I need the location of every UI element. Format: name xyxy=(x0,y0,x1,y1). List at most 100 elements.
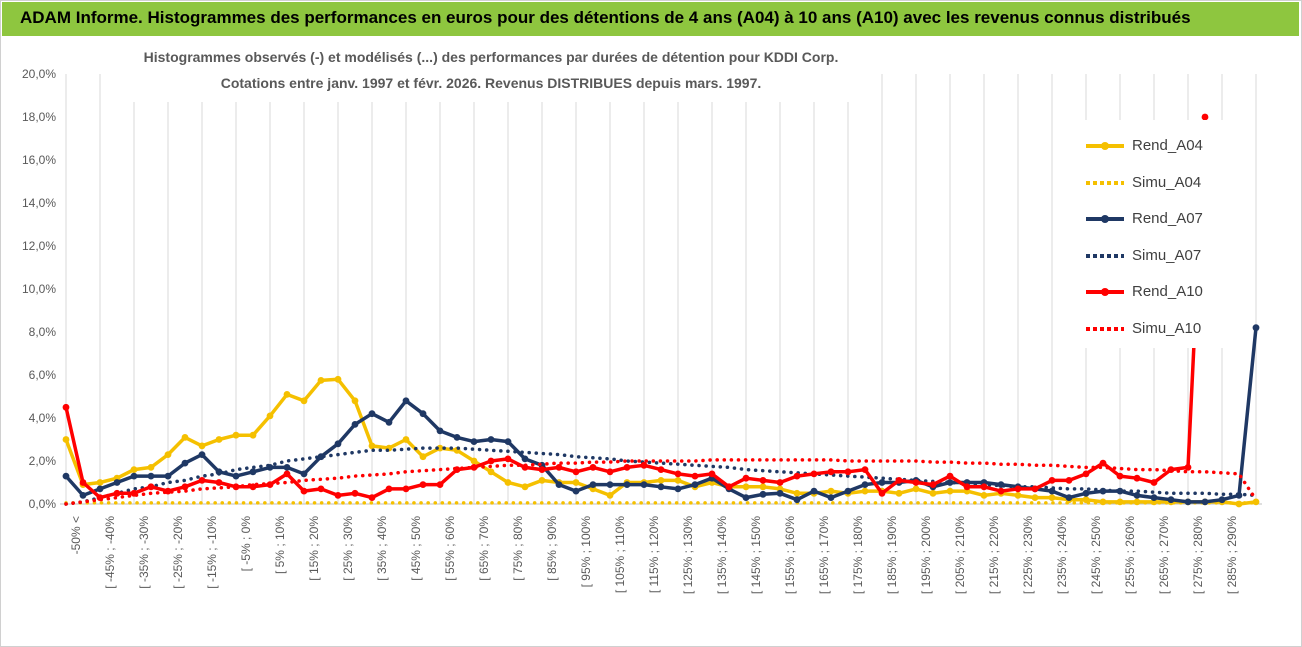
data-point xyxy=(1150,479,1158,486)
data-point xyxy=(759,483,767,491)
data-point xyxy=(334,492,342,499)
data-point xyxy=(657,483,665,491)
data-point xyxy=(708,470,716,478)
x-tick-label: [ 15% ; 20% xyxy=(307,516,321,581)
data-point xyxy=(980,483,988,491)
x-tick-label: [ -5% ; 0% xyxy=(239,516,253,572)
y-tick-label: 0,0% xyxy=(29,497,57,511)
y-tick-label: 18,0% xyxy=(22,110,56,124)
x-tick-label: [ 55% ; 60% xyxy=(443,516,457,581)
data-point xyxy=(96,485,104,493)
data-point xyxy=(1184,464,1192,471)
data-point xyxy=(351,489,359,497)
data-point xyxy=(385,485,393,493)
data-point xyxy=(470,438,478,445)
chart-title-box: Histogrammes observés (-) et modélisés (… xyxy=(118,44,864,102)
data-point xyxy=(1014,492,1022,499)
data-point xyxy=(895,489,903,497)
data-point xyxy=(1065,494,1073,501)
data-point xyxy=(742,483,750,491)
data-point xyxy=(1150,494,1158,501)
legend-item: Simu_A10 xyxy=(1074,315,1240,343)
data-point xyxy=(1082,470,1090,478)
legend-item: Rend_A07 xyxy=(1074,205,1240,233)
data-point xyxy=(895,477,903,484)
data-point xyxy=(504,455,512,463)
legend-swatch xyxy=(1086,326,1124,331)
legend-swatch xyxy=(1086,253,1124,258)
data-point xyxy=(470,457,478,465)
data-point xyxy=(79,479,87,486)
series-rend-a10 xyxy=(62,113,1209,501)
data-point xyxy=(691,481,699,488)
data-point xyxy=(1116,487,1124,495)
data-point xyxy=(521,483,529,491)
report-title: ADAM Informe. Histogrammes des performan… xyxy=(20,8,1191,27)
x-tick-label: [ 45% ; 50% xyxy=(409,516,423,581)
data-point xyxy=(249,431,257,439)
data-point xyxy=(1048,477,1056,484)
data-point xyxy=(436,444,444,452)
data-point xyxy=(793,472,801,480)
data-point xyxy=(827,468,835,476)
data-point xyxy=(827,487,835,495)
data-point xyxy=(96,479,104,486)
data-point xyxy=(198,477,206,484)
legend-swatch xyxy=(1086,142,1124,150)
x-tick-label: [ -25% ; -20% xyxy=(171,516,185,589)
data-point xyxy=(912,479,920,486)
data-point xyxy=(402,436,410,443)
data-point xyxy=(351,397,359,405)
legend-item: Simu_A07 xyxy=(1074,242,1240,270)
data-point xyxy=(215,436,223,443)
data-point xyxy=(572,487,580,495)
data-point xyxy=(572,479,580,486)
data-point xyxy=(589,481,597,488)
chart-legend: Rend_A04 Simu_A04 Rend_A07 Simu_A07 Rend_A10… xyxy=(1074,120,1240,348)
chart-subtitle: Cotations entre janv. 1997 et févr. 2026… xyxy=(220,75,762,91)
x-tick-label: [ 285% ; 290% xyxy=(1225,516,1239,594)
data-point xyxy=(742,474,750,482)
y-tick-label: 2,0% xyxy=(29,454,57,468)
data-point xyxy=(300,397,308,405)
legend-swatch xyxy=(1086,215,1124,223)
data-point xyxy=(232,431,240,439)
data-point xyxy=(487,468,495,476)
data-point xyxy=(130,466,138,473)
data-point xyxy=(334,440,342,448)
chart-title: Histogrammes observés (-) et modélisés (… xyxy=(143,49,839,65)
x-tick-label: [ 275% ; 280% xyxy=(1191,516,1205,594)
data-point xyxy=(232,472,240,480)
data-point xyxy=(147,472,155,480)
data-point xyxy=(215,479,223,486)
x-tick-label: [ 235% ; 240% xyxy=(1055,516,1069,594)
data-point xyxy=(300,470,308,478)
legend-marker xyxy=(1101,142,1109,150)
x-tick-label: [ 195% ; 200% xyxy=(919,516,933,594)
data-point xyxy=(283,464,291,471)
data-point xyxy=(487,436,495,443)
x-tick-label: [ 265% ; 270% xyxy=(1157,516,1171,594)
y-tick-label: 10,0% xyxy=(22,282,56,296)
data-point xyxy=(1201,113,1209,121)
data-point xyxy=(674,470,682,478)
data-point xyxy=(62,436,70,443)
data-point xyxy=(878,479,886,486)
x-tick-label: [ 185% ; 190% xyxy=(885,516,899,594)
data-point xyxy=(946,472,954,480)
x-tick-label: [ 5% ; 10% xyxy=(273,516,287,574)
data-point xyxy=(929,489,937,497)
data-point xyxy=(844,468,852,476)
legend-label: Rend_A07 xyxy=(1132,210,1203,227)
y-tick-label: 4,0% xyxy=(29,411,57,425)
data-point xyxy=(776,479,784,486)
data-point xyxy=(402,485,410,493)
data-point xyxy=(1201,498,1209,506)
data-point xyxy=(1252,498,1260,506)
data-point xyxy=(776,489,784,497)
x-tick-label: [ 205% ; 210% xyxy=(953,516,967,594)
data-point xyxy=(555,464,563,471)
x-tick-label: [ 135% ; 140% xyxy=(715,516,729,594)
data-point xyxy=(334,375,342,383)
x-tick-label: [ 105% ; 110% xyxy=(613,516,627,593)
